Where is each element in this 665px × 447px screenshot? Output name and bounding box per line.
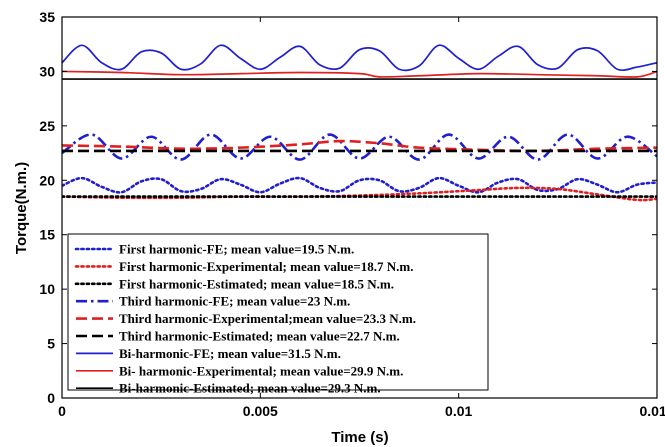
y-tick-label: 30 [39,63,55,79]
series-line-4 [62,133,657,161]
legend-entries: First harmonic-FE; mean value=19.5 N.m. F… [74,242,416,396]
x-tick-label: 0.005 [243,403,278,419]
legend-label-2: First harmonic-Experimental; mean value=… [119,259,413,274]
legend-box [67,233,489,391]
y-tick-label: 5 [47,336,55,352]
legend: First harmonic-FE; mean value=19.5 N.m. F… [67,233,489,396]
y-tick-label: 10 [39,281,55,297]
legend-label-6: Third harmonic-Estimated; mean value=22.… [119,329,400,344]
legend-label-3: First harmonic-Estimated; mean value=18.… [119,276,394,291]
x-axis-title: Time (s) [331,429,388,446]
x-tick-label: 0 [58,403,66,419]
ticks-layer: 0 0.005 0.01 0.015 0 5 10 15 20 25 30 35 [39,9,665,419]
y-tick-label: 35 [39,9,55,25]
legend-label-7: Bi-harmonic-FE; mean value=31.5 N.m. [119,346,341,361]
series-line-8 [62,70,657,78]
legend-label-5: Third harmonic-Experimental;mean value=2… [119,311,416,326]
plot-frame [61,16,658,399]
y-tick-label: 15 [39,227,55,243]
x-tick-label: 0.015 [639,403,665,419]
series-line-7 [62,44,657,72]
legend-label-9: Bi-harmonic-Estimated; mean value=29.3 N… [119,381,381,396]
y-tick-label: 20 [39,172,55,188]
y-tick-label: 0 [47,390,55,406]
legend-label-1: First harmonic-FE; mean value=19.5 N.m. [119,242,354,257]
series-layer [62,44,657,202]
y-axis-title: Torque(N.m.) [13,162,30,254]
legend-label-4: Third harmonic-FE; mean value=23 N.m. [119,294,350,309]
series-line-2 [62,186,657,202]
legend-label-8: Bi- harmonic-Experimental; mean value=29… [119,363,403,378]
x-tick-label: 0.01 [445,403,472,419]
series-line-5 [62,139,657,153]
y-tick-label: 25 [39,118,55,134]
series-line-1 [62,176,657,194]
